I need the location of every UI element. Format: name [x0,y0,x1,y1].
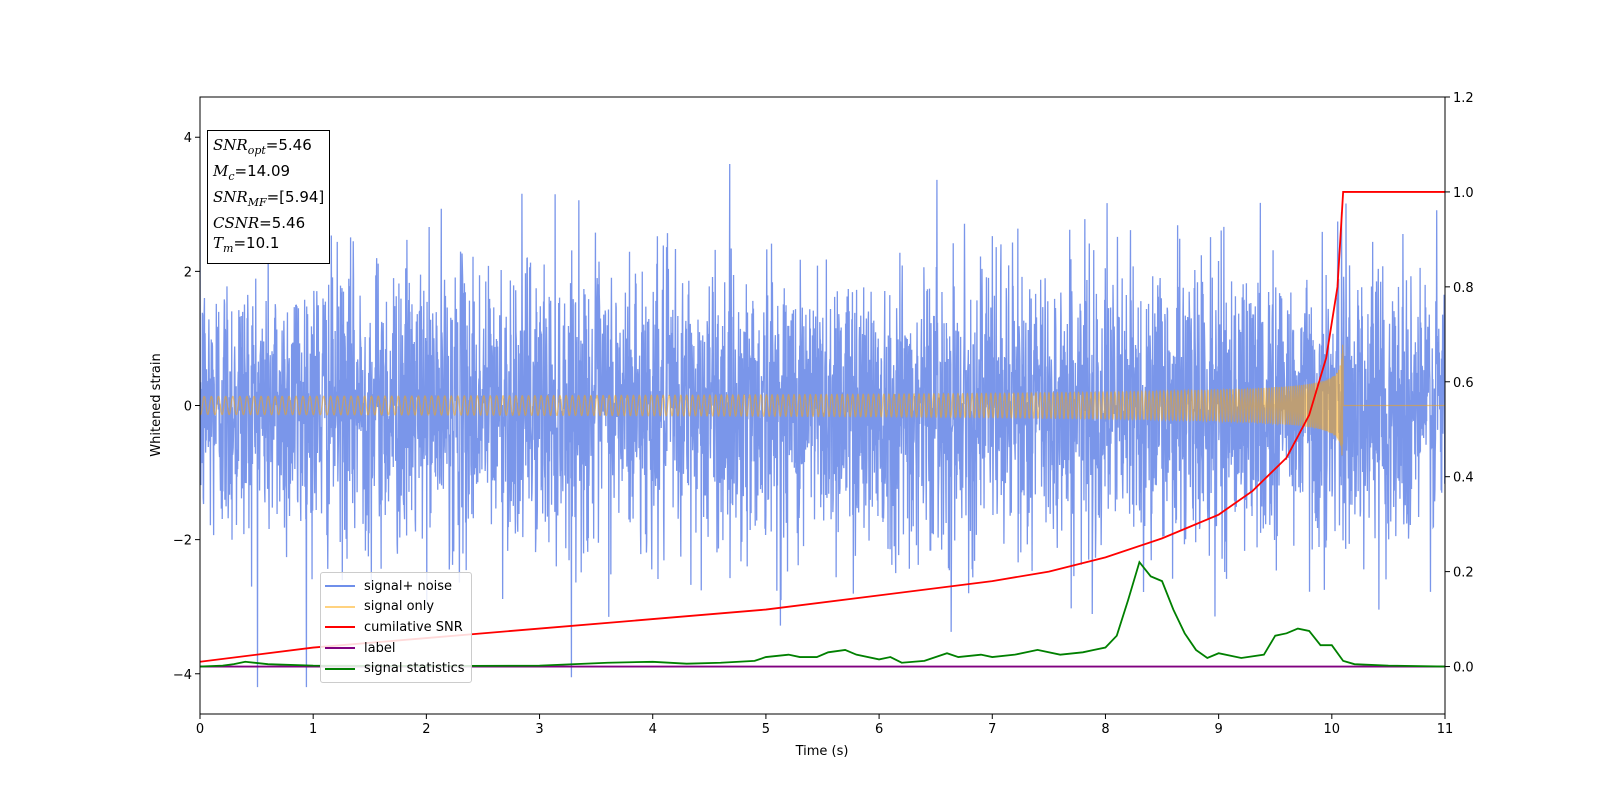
series-signal-only-line [200,344,1445,456]
x-tick-label: 11 [1437,722,1454,737]
left-y-axis: −4 −2 0 2 4 [173,131,200,683]
x-tick-label: 8 [1101,722,1109,737]
annotation-box: SNRopt=5.46 Mc=14.09 SNRMF=[5.94] CSNR=5… [207,130,331,264]
legend: signal+ noise signal only cumilative SNR… [320,572,472,683]
x-tick-label: 10 [1324,722,1341,737]
annotation-snr-opt: SNRopt=5.46 [213,136,312,157]
legend-item-signal-statistics: signal statistics [325,658,465,679]
y-axis-label: Whitened strain [149,353,164,456]
left-y-tick-label: 4 [184,131,192,146]
x-axis: 0 1 2 3 4 5 6 7 8 9 10 11 [196,714,1453,737]
right-y-tick-label: 0.0 [1453,661,1474,676]
right-y-tick-label: 1.0 [1453,186,1474,201]
legend-label: signal statistics [364,661,465,677]
plot-frame [199,96,1446,715]
left-y-tick-label: −2 [173,534,192,549]
right-y-tick-label: 0.8 [1453,281,1474,296]
legend-swatch [325,647,355,650]
right-y-tick-label: 0.4 [1453,471,1474,486]
legend-item-cumulative-snr: cumilative SNR [325,617,465,638]
x-tick-label: 4 [649,722,657,737]
x-tick-label: 3 [535,722,543,737]
right-y-tick-label: 0.2 [1453,566,1474,581]
x-tick-label: 1 [309,722,317,737]
legend-label: signal only [364,599,435,615]
annotation-mc: Mc=14.09 [213,162,291,183]
legend-label: cumilative SNR [364,619,463,635]
legend-label: label [364,640,396,656]
left-y-tick-label: −4 [173,668,192,683]
legend-swatch [325,667,355,670]
right-y-tick-label: 1.2 [1453,91,1474,106]
annotation-tm: Tm=10.1 [213,234,280,255]
legend-swatch [325,626,355,629]
legend-swatch [325,605,355,608]
x-tick-label: 6 [875,722,883,737]
legend-item-signal-only: signal only [325,597,465,618]
legend-swatch [325,585,355,588]
legend-item-signal-noise: signal+ noise [325,576,465,597]
series-cumulative-snr-line [200,191,1445,663]
annotation-csnr: CSNR=5.46 [213,214,306,232]
left-y-tick-label: 0 [184,400,192,415]
x-axis-label: Time (s) [795,744,849,759]
right-y-tick-label: 0.6 [1453,376,1474,391]
x-tick-label: 7 [988,722,996,737]
left-y-tick-label: 2 [184,265,192,280]
x-tick-label: 0 [196,722,204,737]
x-tick-label: 2 [422,722,430,737]
right-y-axis: 0.0 0.2 0.4 0.6 0.8 1.0 1.2 [1445,91,1474,676]
series-signal-statistics-line [200,560,1445,668]
legend-label: signal+ noise [364,578,453,594]
legend-item-label: label [325,638,465,659]
x-tick-label: 5 [762,722,770,737]
x-tick-label: 9 [1214,722,1222,737]
annotation-snr-mf: SNRMF=[5.94] [213,188,325,209]
